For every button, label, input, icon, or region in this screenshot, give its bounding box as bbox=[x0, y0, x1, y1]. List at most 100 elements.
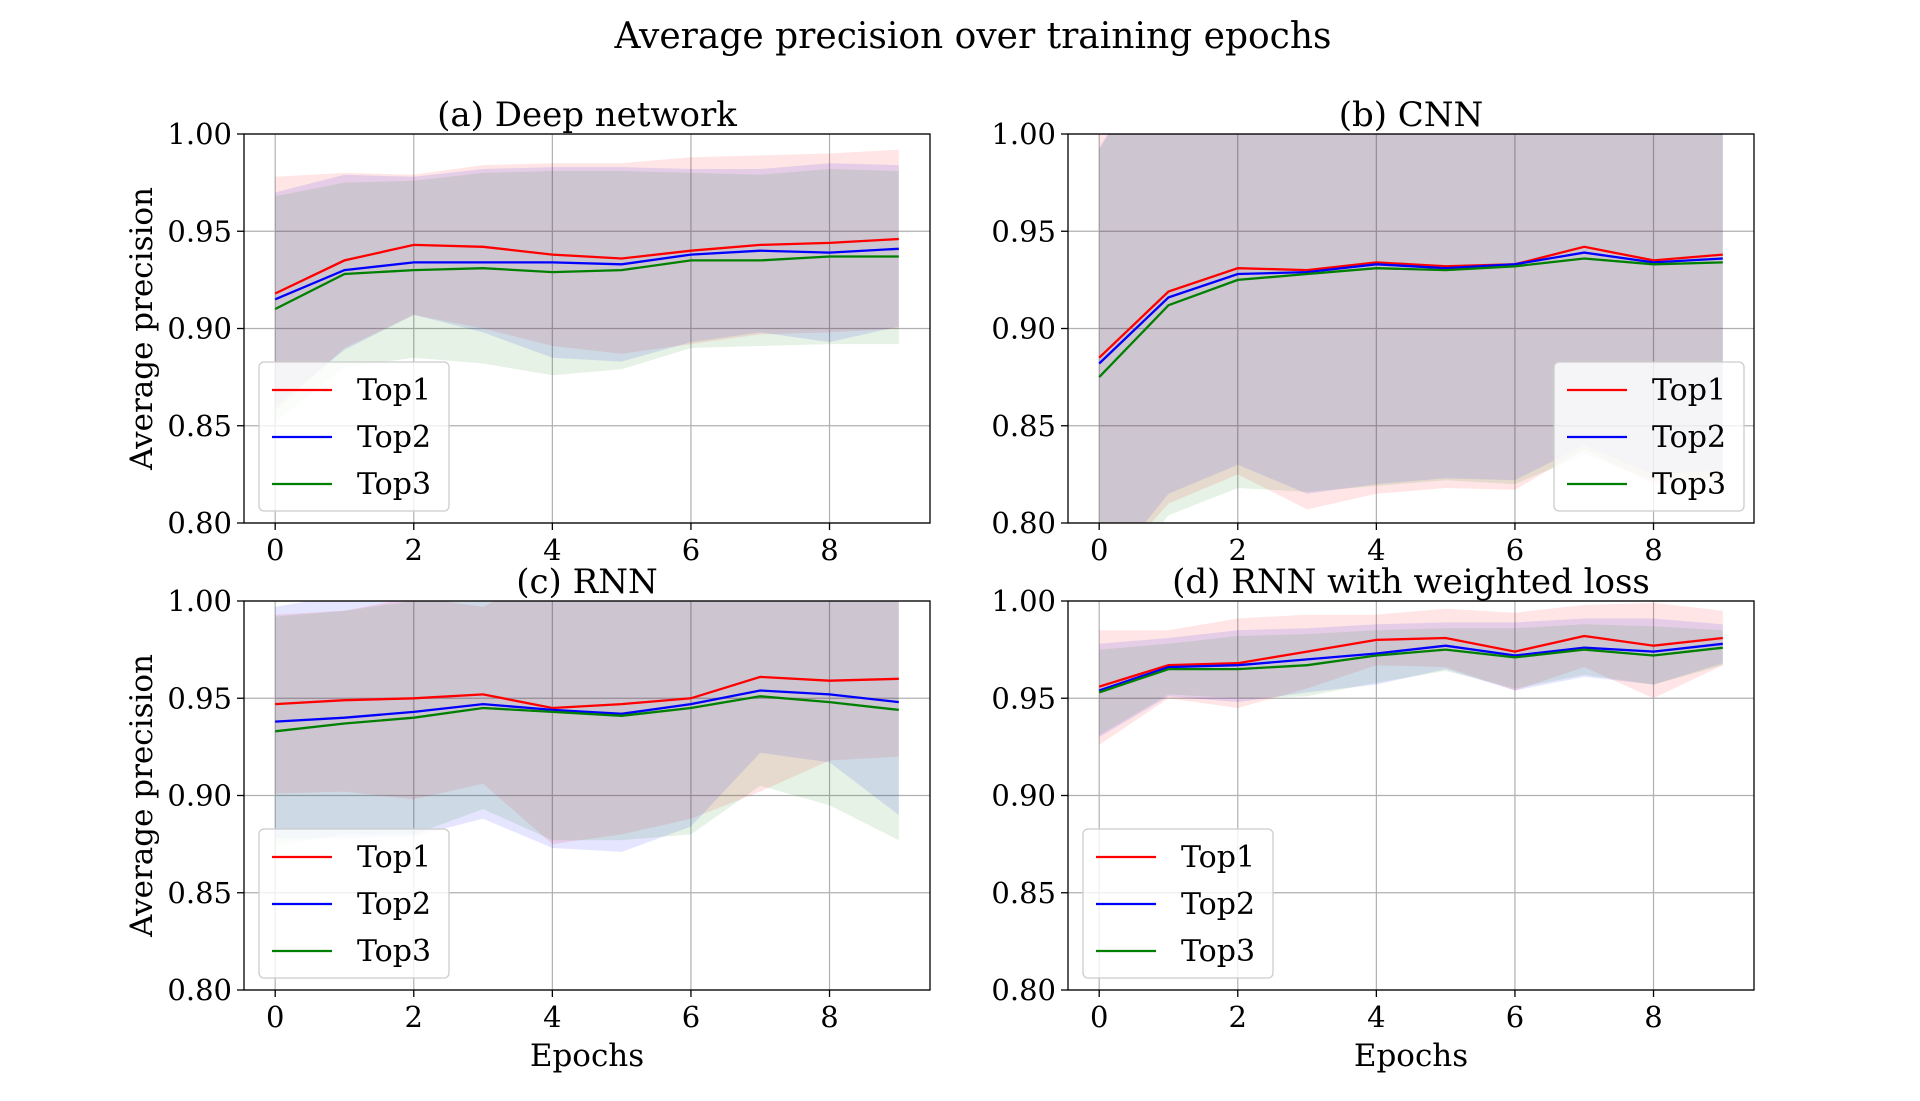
legend-box bbox=[258, 828, 450, 979]
confidence-band-top1 bbox=[275, 601, 899, 845]
x-tick-label: 0 bbox=[1090, 533, 1108, 567]
line-group bbox=[1098, 634, 1723, 694]
legend-label-top3: Top3 bbox=[357, 934, 431, 969]
x-axis-label: Epochs bbox=[1354, 1038, 1468, 1074]
legend-label-top2: Top2 bbox=[1652, 420, 1726, 455]
y-tick-label: 0.85 bbox=[167, 409, 232, 443]
x-tick-label: 8 bbox=[820, 1000, 838, 1034]
x-tick-label: 0 bbox=[266, 533, 284, 567]
legend: Top1 Top2 Top3 bbox=[258, 361, 450, 512]
line-group bbox=[1098, 245, 1723, 378]
x-tick-label: 2 bbox=[1229, 533, 1247, 567]
y-tick-label: 0.80 bbox=[167, 973, 232, 1007]
series-line-top3 bbox=[1098, 646, 1723, 694]
x-tick-label: 2 bbox=[405, 1000, 423, 1034]
x-axis-label: Epochs bbox=[530, 1038, 644, 1074]
y-tick-label: 1.00 bbox=[991, 584, 1056, 618]
x-tick-label: 4 bbox=[1367, 533, 1385, 567]
x-tick-label: 0 bbox=[266, 1000, 284, 1034]
subplot-title: (a) Deep network bbox=[437, 95, 737, 135]
y-tick-label: 0.90 bbox=[991, 312, 1056, 346]
confidence-band-top1 bbox=[1099, 602, 1723, 745]
x-tick-label: 6 bbox=[682, 533, 700, 567]
subplot-title: (d) RNN with weighted loss bbox=[1172, 562, 1650, 602]
y-tick-label: 0.90 bbox=[991, 779, 1056, 813]
series-line-top1 bbox=[1098, 245, 1723, 359]
x-tick-label: 6 bbox=[1506, 533, 1524, 567]
subplot-title: (c) RNN bbox=[516, 562, 657, 602]
x-tick-label: 8 bbox=[1644, 1000, 1662, 1034]
series-line-top2 bbox=[1098, 642, 1723, 692]
figure-title: Average precision over training epochs bbox=[613, 16, 1331, 57]
y-tick-label: 0.85 bbox=[167, 876, 232, 910]
series-line-top1 bbox=[275, 675, 899, 710]
x-tick-label: 0 bbox=[1090, 1000, 1108, 1034]
x-tick-label: 2 bbox=[1229, 1000, 1247, 1034]
series-line-top2 bbox=[274, 247, 899, 301]
line-group bbox=[274, 237, 899, 311]
y-tick-label: 1.00 bbox=[167, 584, 232, 618]
series-line-top2 bbox=[275, 689, 899, 723]
legend: Top1 Top2 Top3 bbox=[258, 828, 450, 979]
legend-label-top2: Top2 bbox=[357, 420, 431, 455]
legend-label-top1: Top1 bbox=[1652, 373, 1726, 408]
series-line-top3 bbox=[274, 255, 899, 311]
legend-box bbox=[258, 361, 450, 512]
x-tick-label: 2 bbox=[405, 533, 423, 567]
y-tick-label: 0.90 bbox=[167, 312, 232, 346]
x-tick-label: 4 bbox=[543, 1000, 561, 1034]
band-group bbox=[275, 601, 899, 852]
y-tick-label: 0.85 bbox=[991, 409, 1056, 443]
y-axis-label: Average precision bbox=[124, 654, 160, 938]
legend-label-top2: Top2 bbox=[357, 887, 431, 922]
legend-box bbox=[1082, 828, 1274, 979]
band-group bbox=[275, 149, 899, 422]
legend-box bbox=[1553, 361, 1745, 512]
x-tick-label: 8 bbox=[820, 533, 838, 567]
x-tick-label: 8 bbox=[1644, 533, 1662, 567]
y-tick-label: 0.95 bbox=[991, 214, 1056, 248]
y-tick-label: 1.00 bbox=[167, 117, 232, 151]
legend-label-top1: Top1 bbox=[357, 840, 431, 875]
x-tick-label: 4 bbox=[1367, 1000, 1385, 1034]
y-tick-label: 0.95 bbox=[167, 214, 232, 248]
band-group bbox=[1099, 602, 1723, 745]
y-tick-label: 0.90 bbox=[167, 779, 232, 813]
legend-label-top1: Top1 bbox=[1181, 840, 1255, 875]
subplot-4: 0 2 4 6 8 0.80 0.85 0.90 0.95 1.00 (d) RNN with we… bbox=[991, 562, 1755, 1074]
series-line-top1 bbox=[1098, 634, 1723, 688]
y-tick-label: 0.85 bbox=[991, 876, 1056, 910]
legend-label-top1: Top1 bbox=[357, 373, 431, 408]
y-tick-label: 0.80 bbox=[991, 506, 1056, 540]
legend-label-top2: Top2 bbox=[1181, 887, 1255, 922]
legend: Top1 Top2 Top3 bbox=[1553, 361, 1745, 512]
subplot-title: (b) CNN bbox=[1339, 95, 1484, 135]
y-tick-label: 0.80 bbox=[167, 506, 232, 540]
confidence-band-top3 bbox=[275, 169, 899, 422]
line-group bbox=[275, 675, 899, 733]
confidence-band-top2 bbox=[275, 163, 899, 407]
series-line-top3 bbox=[275, 695, 899, 733]
series-line-top1 bbox=[274, 237, 899, 295]
legend: Top1 Top2 Top3 bbox=[1082, 828, 1274, 979]
x-tick-label: 6 bbox=[1506, 1000, 1524, 1034]
subplot-1: 0 2 4 6 8 0.80 0.85 0.90 0.95 1.00 (a) Deep networ… bbox=[124, 95, 931, 567]
series-line-top3 bbox=[1098, 257, 1723, 378]
subplot-3: 0 2 4 6 8 0.80 0.85 0.90 0.95 1.00 (c) RNN Epochs Av… bbox=[124, 562, 931, 1074]
confidence-band-top2 bbox=[1099, 618, 1723, 738]
series-line-top2 bbox=[1098, 251, 1723, 365]
y-tick-label: 1.00 bbox=[991, 117, 1056, 151]
confidence-band-top2 bbox=[275, 601, 899, 852]
y-axis-label: Average precision bbox=[124, 187, 160, 471]
confidence-band-top3 bbox=[275, 601, 899, 847]
legend-label-top3: Top3 bbox=[357, 467, 431, 502]
confidence-band-top1 bbox=[275, 149, 899, 411]
x-tick-label: 6 bbox=[682, 1000, 700, 1034]
y-tick-label: 0.95 bbox=[991, 681, 1056, 715]
subplot-2: 0 2 4 6 8 0.80 0.85 0.90 0.95 1.00 (b) CNN Top1 Top2… bbox=[991, 95, 1755, 567]
y-tick-label: 0.80 bbox=[991, 973, 1056, 1007]
legend-label-top3: Top3 bbox=[1181, 934, 1255, 969]
x-tick-label: 4 bbox=[543, 533, 561, 567]
